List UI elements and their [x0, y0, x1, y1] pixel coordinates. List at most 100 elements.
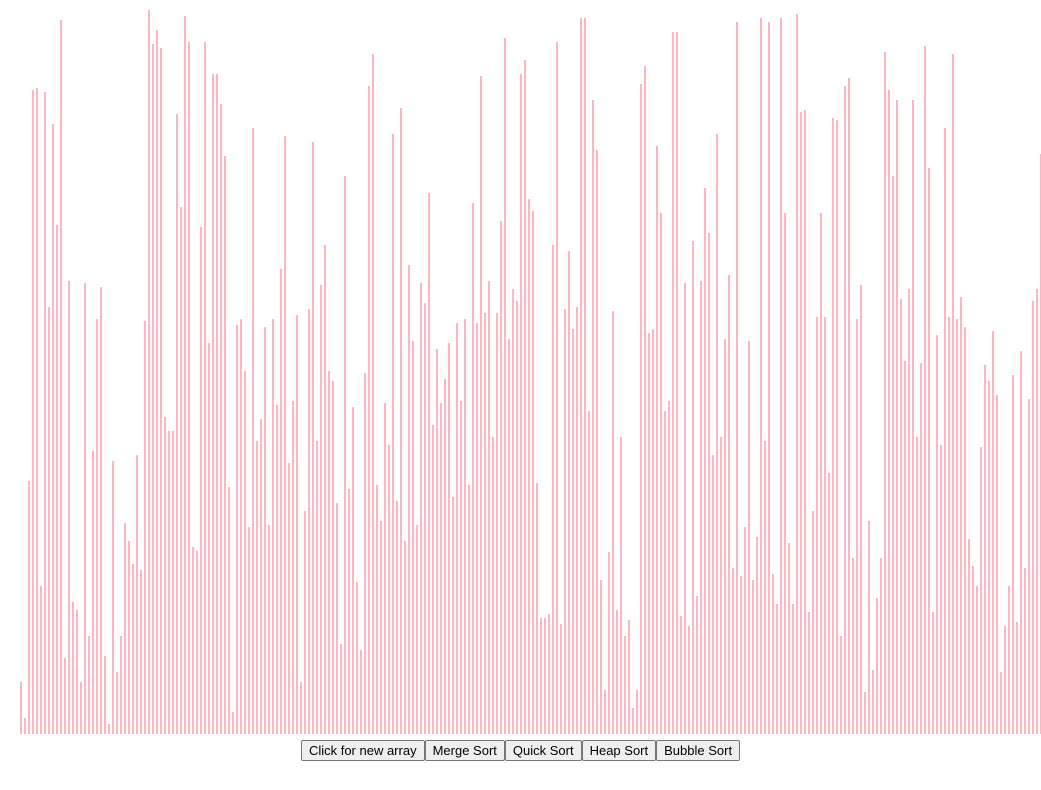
array-bar	[192, 547, 194, 734]
array-bar	[628, 620, 630, 734]
array-bar	[380, 521, 382, 734]
array-bar	[960, 297, 962, 734]
array-bar	[196, 551, 198, 734]
array-bar	[660, 213, 662, 734]
array-bar	[228, 487, 230, 734]
array-bar	[176, 114, 178, 734]
array-bar	[280, 269, 282, 734]
array-bar	[580, 18, 582, 734]
array-bar	[852, 558, 854, 734]
array-bar	[528, 199, 530, 734]
array-bar	[688, 626, 690, 734]
array-bar	[588, 411, 590, 734]
array-bar	[292, 401, 294, 734]
array-bar	[100, 287, 102, 734]
array-bar	[312, 142, 314, 734]
array-bar	[804, 110, 806, 734]
array-bar	[180, 207, 182, 734]
array-bar	[792, 604, 794, 734]
array-bar	[36, 88, 38, 734]
array-bar	[912, 100, 914, 734]
array-bar	[340, 644, 342, 734]
array-bar	[732, 568, 734, 734]
array-bar	[756, 537, 758, 734]
array-bar	[264, 327, 266, 734]
array-bar	[956, 319, 958, 734]
array-bar	[856, 319, 858, 734]
array-bar	[624, 636, 626, 734]
array-bar	[400, 108, 402, 734]
array-bar	[844, 86, 846, 734]
array-bar	[240, 319, 242, 734]
array-bar	[888, 90, 890, 734]
array-bar	[932, 612, 934, 734]
array-bar	[256, 441, 258, 734]
array-bar	[300, 682, 302, 734]
array-bar	[140, 570, 142, 734]
array-bar	[896, 100, 898, 734]
array-bar	[352, 407, 354, 734]
array-bar	[456, 323, 458, 734]
array-bar	[56, 225, 58, 734]
array-bar	[884, 52, 886, 734]
array-bar	[724, 339, 726, 734]
array-bar	[524, 60, 526, 734]
array-bar	[408, 265, 410, 734]
array-bar	[144, 321, 146, 734]
array-bar	[160, 48, 162, 734]
array-bar	[908, 289, 910, 734]
array-bar	[484, 313, 486, 734]
array-bar	[112, 461, 114, 734]
array-bar	[392, 134, 394, 734]
array-bar	[224, 156, 226, 734]
array-bar	[696, 596, 698, 734]
bubble-sort-button[interactable]: Bubble Sort	[656, 740, 741, 761]
quick-sort-button[interactable]: Quick Sort	[504, 740, 582, 761]
array-bar	[620, 437, 622, 734]
array-bar	[652, 329, 654, 734]
array-bar	[468, 485, 470, 734]
array-bar	[276, 405, 278, 734]
array-bar	[516, 301, 518, 734]
array-bar	[820, 213, 822, 734]
array-bar	[388, 445, 390, 734]
array-bar	[596, 150, 598, 734]
array-bar	[108, 724, 110, 734]
array-bar	[328, 371, 330, 734]
array-bar	[204, 42, 206, 734]
array-bar	[404, 541, 406, 734]
array-bar	[532, 211, 534, 734]
array-bar	[336, 503, 338, 734]
array-bar	[556, 42, 558, 734]
array-bar	[892, 176, 894, 734]
array-bar	[584, 18, 586, 734]
array-bar	[488, 281, 490, 734]
array-bar	[348, 489, 350, 734]
array-bar	[396, 501, 398, 734]
array-bar	[172, 431, 174, 734]
array-bar	[764, 441, 766, 734]
array-bar	[464, 319, 466, 734]
array-bar	[60, 20, 62, 734]
array-bar	[268, 525, 270, 734]
array-bar	[52, 124, 54, 734]
array-bar	[128, 541, 130, 734]
array-bar	[988, 381, 990, 734]
array-bar	[32, 90, 34, 734]
controls-toolbar: Click for new array Merge Sort Quick Sor…	[0, 740, 1041, 761]
array-bar	[208, 343, 210, 734]
new-array-button[interactable]: Click for new array	[300, 740, 425, 761]
array-bar	[836, 120, 838, 734]
array-bar	[608, 552, 610, 734]
array-bar	[492, 437, 494, 734]
array-bar	[544, 618, 546, 734]
array-bar	[604, 690, 606, 734]
heap-sort-button[interactable]: Heap Sort	[581, 740, 657, 761]
array-bars-container	[20, 0, 1041, 734]
merge-sort-button[interactable]: Merge Sort	[424, 740, 505, 761]
array-bar	[184, 16, 186, 734]
array-bar	[84, 283, 86, 734]
array-bar	[680, 616, 682, 734]
array-bar	[996, 395, 998, 734]
array-bar	[164, 417, 166, 734]
